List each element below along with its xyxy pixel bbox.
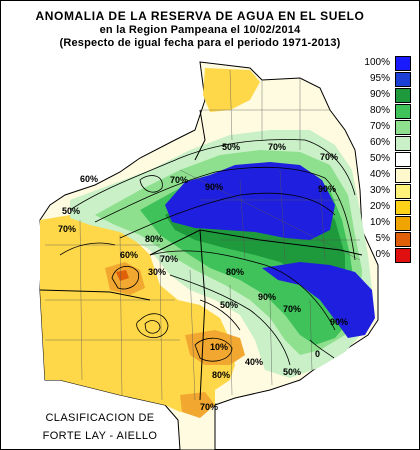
contour-value-labels: 50% 70% 70% 90% 90% 50% 60% 70% 70% 80% …: [58, 142, 348, 412]
contour-label: 0: [315, 349, 320, 359]
contour-label: 70%: [58, 224, 76, 234]
department-boundaries: [45, 69, 361, 401]
contour-label: 80%: [145, 234, 163, 244]
legend-swatch: [395, 184, 411, 199]
zone-orange-3: [180, 392, 215, 418]
contour-label: 90%: [330, 317, 348, 327]
contour-label: 60%: [120, 250, 138, 260]
legend-label: 30%: [369, 185, 390, 196]
color-legend: 100% 95% 90% 80% 70% 60% 50% 40% 30% 20% 10% 5% 0%: [338, 56, 420, 276]
legend-swatch: [395, 216, 411, 231]
legend-swatch: [395, 152, 411, 167]
legend-label: 10%: [369, 217, 390, 228]
contour-label: 40%: [245, 357, 263, 367]
contour-label: 90%: [318, 184, 336, 194]
legend-swatch: [395, 72, 411, 87]
legend-label: 50%: [369, 153, 390, 164]
contour-label: 50%: [222, 142, 240, 152]
legend-label: 40%: [369, 169, 390, 180]
map-subtitle-region-date: en la Region Pampeana el 10/02/2014: [99, 24, 301, 36]
contour-label: 10%: [210, 342, 228, 352]
contour-label: 70%: [320, 152, 338, 162]
contour-label: 30%: [148, 267, 166, 277]
zone-dry-west: [40, 215, 235, 412]
legend-label: 80%: [369, 105, 390, 116]
legend-label: 70%: [369, 121, 390, 132]
contour-label: 70%: [283, 304, 301, 314]
contour-label: 90%: [258, 292, 276, 302]
contour-label: 70%: [160, 254, 178, 264]
legend-swatch: [395, 168, 411, 183]
zone-north-yellow: [203, 68, 260, 112]
legend-label: 90%: [369, 89, 390, 100]
classification-credit-line2: FORTE LAY - AIELLO: [42, 430, 158, 442]
legend-label: 5%: [375, 233, 390, 244]
legend-swatch: [395, 200, 411, 215]
legend-swatch: [395, 104, 411, 119]
legend-swatch: [395, 88, 411, 103]
contour-lines: [59, 139, 356, 366]
contour-label: 90%: [205, 182, 223, 192]
contour-label: 70%: [170, 175, 188, 185]
zone-blue-east: [262, 262, 375, 338]
legend-label: 95%: [369, 73, 390, 84]
contour-label: 50%: [62, 206, 80, 216]
contour-label: 50%: [283, 367, 301, 377]
legend-label: 0%: [375, 249, 390, 260]
legend-swatch: [395, 232, 411, 247]
classification-credit-line1: CLASIFICACION DE: [45, 412, 155, 424]
zone-red-spot: [116, 270, 129, 281]
contour-label: 70%: [268, 142, 286, 152]
legend-label: 20%: [369, 201, 390, 212]
legend-swatch: [395, 56, 411, 71]
contour-label: 50%: [220, 300, 238, 310]
contour-label: 80%: [212, 370, 230, 380]
contour-label: 60%: [80, 174, 98, 184]
legend-swatch: [395, 136, 411, 151]
province-borders: [39, 109, 363, 401]
contour-label: 80%: [226, 267, 244, 277]
legend-swatch: [395, 248, 411, 263]
legend-label: 60%: [369, 137, 390, 148]
zone-orange-2: [185, 330, 245, 365]
contour-label: 70%: [200, 402, 218, 412]
map-subtitle-period: (Respecto de igual fecha para el periodo…: [59, 37, 341, 49]
map-title: ANOMALIA DE LA RESERVA DE AGUA EN EL SUE…: [35, 9, 365, 23]
legend-label: 100%: [364, 57, 390, 68]
zone-blue-main: [165, 162, 335, 240]
legend-swatch: [395, 120, 411, 135]
